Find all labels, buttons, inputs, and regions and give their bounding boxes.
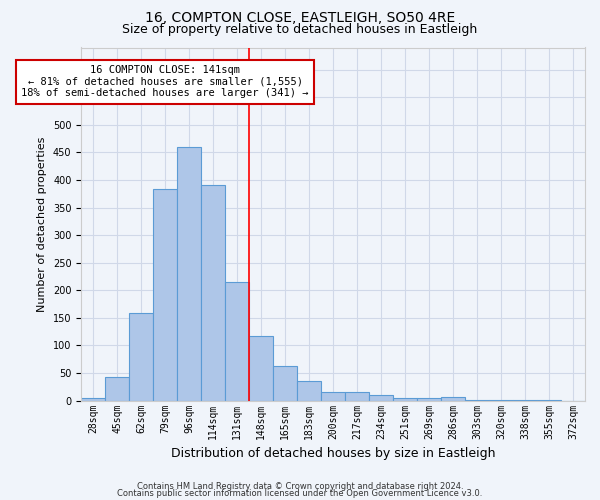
Bar (369, 395, 393, 400)
Text: 16 COMPTON CLOSE: 141sqm
← 81% of detached houses are smaller (1,555)
18% of sem: 16 COMPTON CLOSE: 141sqm ← 81% of detach… (22, 65, 309, 98)
Bar (225, 282, 249, 401)
Bar (129, 314, 153, 400)
Bar (273, 366, 297, 400)
Bar (201, 186, 225, 400)
Bar (297, 382, 321, 400)
Text: Contains public sector information licensed under the Open Government Licence v3: Contains public sector information licen… (118, 489, 482, 498)
Bar (345, 392, 369, 400)
Bar (81, 398, 105, 400)
Bar (249, 336, 273, 400)
Bar (105, 378, 129, 400)
Bar (393, 398, 417, 400)
Bar (417, 398, 441, 400)
Text: Contains HM Land Registry data © Crown copyright and database right 2024.: Contains HM Land Registry data © Crown c… (137, 482, 463, 491)
X-axis label: Distribution of detached houses by size in Eastleigh: Distribution of detached houses by size … (171, 447, 496, 460)
Bar (441, 397, 465, 400)
Bar (177, 147, 201, 401)
Text: 16, COMPTON CLOSE, EASTLEIGH, SO50 4RE: 16, COMPTON CLOSE, EASTLEIGH, SO50 4RE (145, 11, 455, 25)
Text: Size of property relative to detached houses in Eastleigh: Size of property relative to detached ho… (122, 22, 478, 36)
Bar (153, 190, 177, 400)
Y-axis label: Number of detached properties: Number of detached properties (37, 136, 47, 312)
Bar (321, 392, 345, 400)
